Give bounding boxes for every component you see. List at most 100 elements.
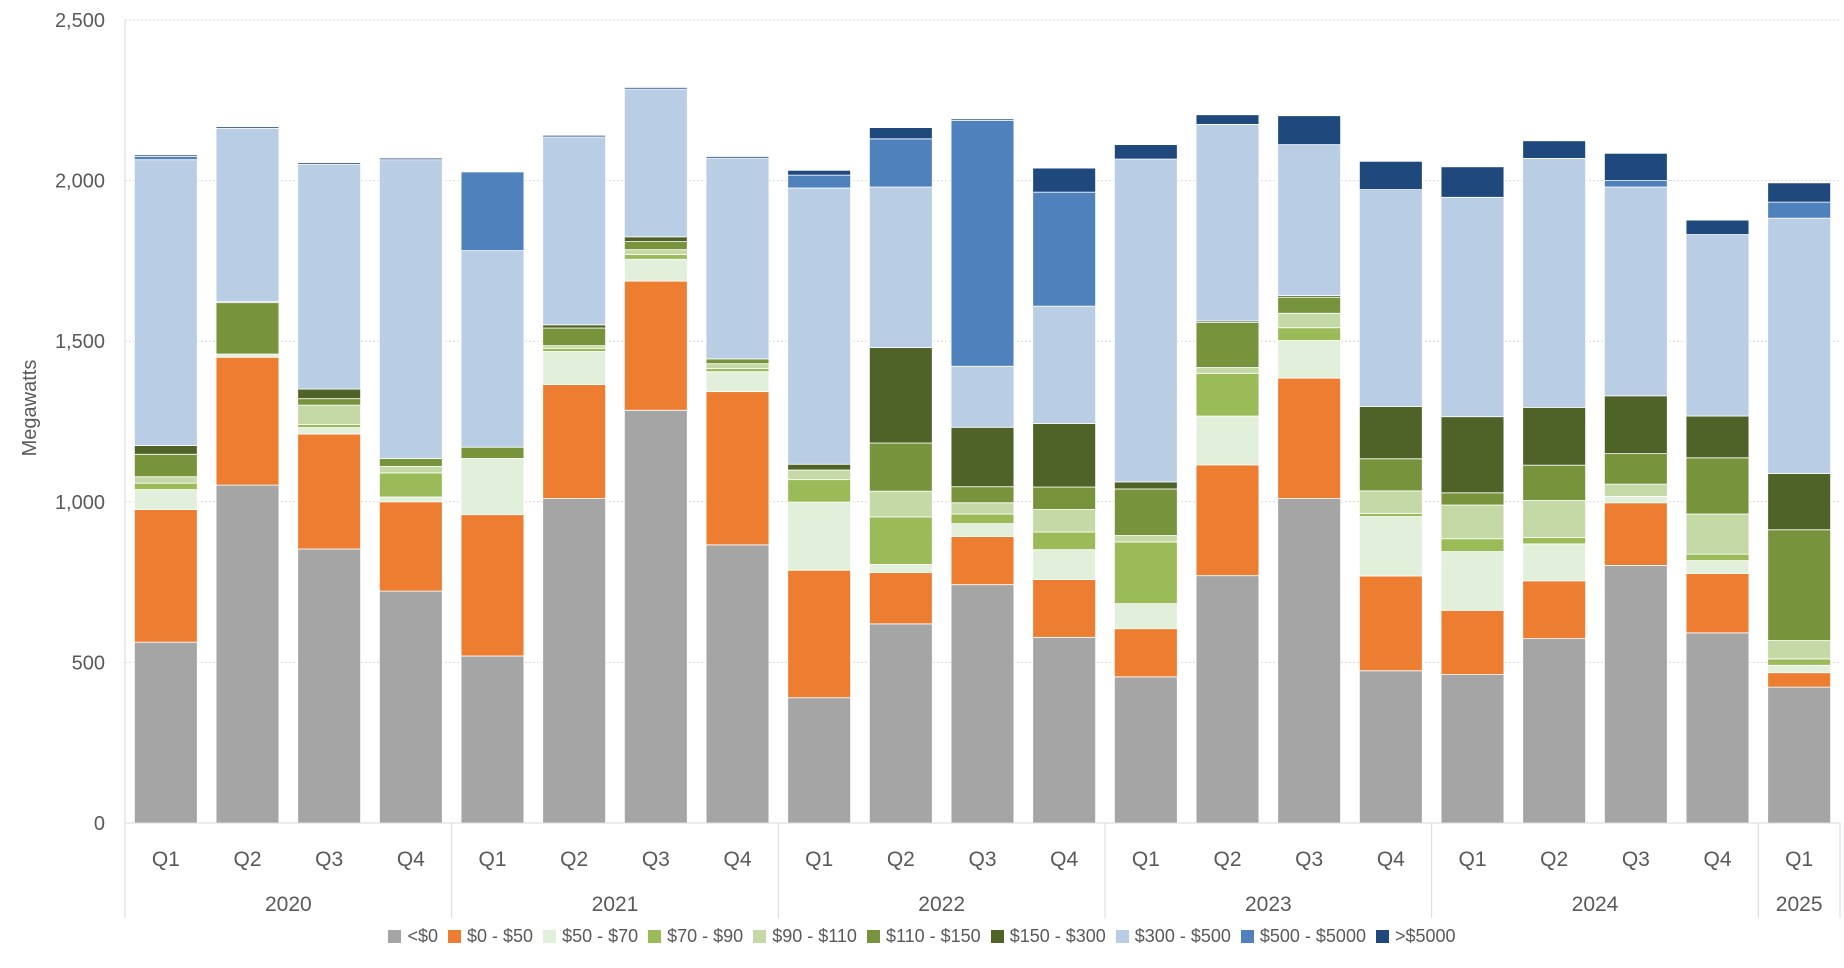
bar-segment xyxy=(868,127,933,140)
bar-segment xyxy=(1685,457,1750,515)
bar-segment xyxy=(1032,423,1097,488)
legend-swatch xyxy=(990,930,1004,943)
y-axis-label: Megawatts xyxy=(19,360,41,457)
bar-segment xyxy=(542,327,607,347)
bar-segment xyxy=(705,368,770,373)
y-tick-label: 1,500 xyxy=(55,331,105,353)
bar-segment xyxy=(950,513,1015,525)
bar-segment xyxy=(378,472,443,498)
bar-segment xyxy=(297,423,362,429)
bar-segment xyxy=(1113,481,1178,490)
x-tick-label: Q4 xyxy=(397,848,425,871)
bar-segment xyxy=(1358,490,1423,514)
bar-segment xyxy=(215,484,280,824)
legend-item: >$5000 xyxy=(1375,926,1456,947)
bar-segment xyxy=(1358,516,1423,577)
bar-segment xyxy=(1358,160,1423,190)
bar-segment xyxy=(1767,201,1832,219)
y-tick-label: 2,500 xyxy=(55,10,105,32)
bar-segment xyxy=(868,572,933,625)
bar-segment xyxy=(950,118,1015,121)
bar-segment xyxy=(1767,658,1832,666)
bar-segment xyxy=(297,162,362,165)
bar-segment xyxy=(133,476,198,484)
bar-segment xyxy=(542,347,607,352)
x-tick-label: Q1 xyxy=(805,848,833,871)
bar-segment xyxy=(950,523,1015,537)
bar-segment xyxy=(950,584,1015,824)
bar-segment xyxy=(950,365,1015,428)
bar-segment xyxy=(623,236,688,243)
legend-label: >$5000 xyxy=(1394,926,1456,946)
bar-segment xyxy=(1358,575,1423,672)
bar-segment xyxy=(1685,560,1750,574)
bar-segment xyxy=(787,697,852,824)
legend-swatch xyxy=(1375,930,1389,943)
bar-segment xyxy=(1032,549,1097,580)
axes: 0 500 1,000 1,500 2,000 2,500 Q1 Q2 Q3 Q4 Q1 Q2 Q3 Q4… xyxy=(55,10,1841,918)
legend-item: $0 - $50 xyxy=(448,926,533,947)
bar-segment xyxy=(1277,312,1342,329)
bar-segment xyxy=(1767,529,1832,641)
bar-segment xyxy=(868,186,933,349)
bar-segment xyxy=(1113,488,1178,536)
x-group-label: 2025 xyxy=(1776,893,1823,916)
bar-segment xyxy=(460,458,525,516)
bar-segment xyxy=(1522,464,1587,501)
bar-segment xyxy=(1685,553,1750,561)
x-tick-label: Q3 xyxy=(315,848,343,871)
bar-segment xyxy=(1277,377,1342,499)
bar-segment xyxy=(297,398,362,406)
bar-segment xyxy=(460,446,525,459)
y-tick-label: 1,000 xyxy=(55,492,105,514)
bar-segment xyxy=(378,157,443,161)
bar-segment xyxy=(1603,483,1668,497)
bar-segment xyxy=(1522,638,1587,824)
bar-segment xyxy=(1522,580,1587,640)
bar-segment xyxy=(1195,372,1260,417)
legend-label: $50 - $70 xyxy=(562,926,639,946)
bar-segment xyxy=(623,280,688,411)
x-tick-label: Q2 xyxy=(1213,848,1241,871)
bar-segment xyxy=(705,363,770,369)
bar-segment xyxy=(868,623,933,824)
bar-segment xyxy=(1603,395,1668,455)
legend-item: $150 - $300 xyxy=(990,926,1106,947)
bar-segment xyxy=(1358,406,1423,460)
bar-segment xyxy=(1522,158,1587,408)
bar-segment xyxy=(868,516,933,565)
x-tick-label: Q2 xyxy=(560,848,588,871)
legend-label: <$0 xyxy=(407,926,438,946)
x-group-label: 2022 xyxy=(918,893,965,916)
bar-segment xyxy=(1358,512,1423,517)
bar-segment xyxy=(1032,305,1097,424)
bar-segment xyxy=(1767,686,1832,824)
bar-segment xyxy=(1032,191,1097,307)
legend-swatch xyxy=(1115,930,1129,943)
bars xyxy=(133,87,1832,824)
bar-segment xyxy=(1358,670,1423,824)
bar-segment xyxy=(1522,543,1587,582)
bar-segment xyxy=(1767,664,1832,674)
x-tick-label: Q3 xyxy=(1622,848,1650,871)
bar-segment xyxy=(1358,458,1423,492)
bar-segment xyxy=(1603,502,1668,566)
bar-segment xyxy=(950,502,1015,515)
bar-segment xyxy=(1603,180,1668,188)
x-tick-label: Q4 xyxy=(723,848,751,871)
x-tick-label: Q2 xyxy=(887,848,915,871)
bar-segment xyxy=(1440,609,1505,676)
bar-segment xyxy=(787,187,852,465)
bar-segment xyxy=(868,138,933,188)
bar-segment xyxy=(297,427,362,435)
bar-segment xyxy=(1277,144,1342,296)
bar-segment xyxy=(950,536,1015,586)
x-tick-label: Q1 xyxy=(152,848,180,871)
bar-segment xyxy=(705,157,770,360)
bar-segment xyxy=(787,469,852,481)
bar-segment xyxy=(133,445,198,455)
bar-segment xyxy=(623,254,688,260)
bar-segment xyxy=(1685,513,1750,555)
